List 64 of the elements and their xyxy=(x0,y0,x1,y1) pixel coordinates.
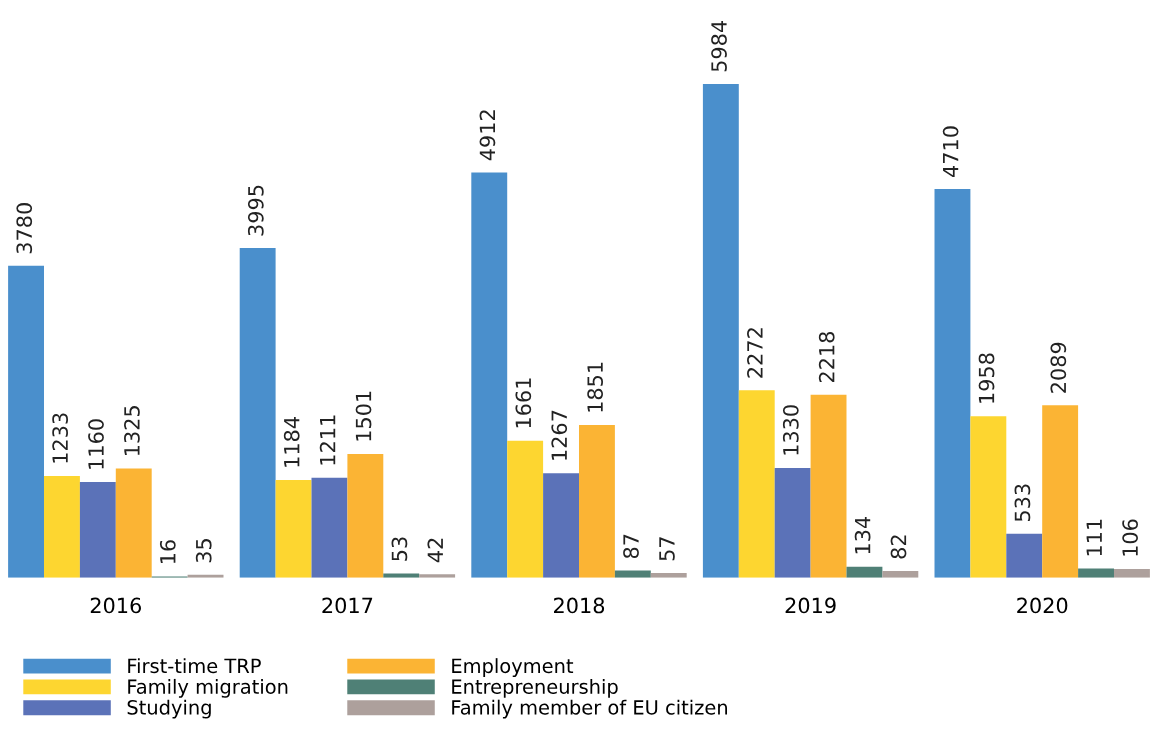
data-label: 2218 xyxy=(818,332,835,383)
data-label: 3995 xyxy=(247,185,264,236)
bar xyxy=(239,248,276,578)
legend-label: Studying xyxy=(127,699,211,719)
data-label: 1501 xyxy=(355,391,372,441)
bar xyxy=(579,425,615,578)
data-label: 3780 xyxy=(16,203,33,254)
data-label: 4912 xyxy=(479,110,496,161)
data-label: 1851 xyxy=(587,362,603,412)
bar xyxy=(471,172,508,578)
data-label: 1233 xyxy=(52,413,68,463)
data-label: 16 xyxy=(159,540,176,564)
x-tick-label: 2017 xyxy=(322,597,373,614)
data-label: 2089 xyxy=(1050,342,1067,393)
bar xyxy=(702,83,739,578)
bar xyxy=(383,573,420,578)
legend-label: Family migration xyxy=(128,678,288,698)
data-label: 2272 xyxy=(747,328,763,378)
legend-label: Employment xyxy=(452,658,574,677)
bar xyxy=(1006,533,1043,578)
data-label: 4710 xyxy=(942,126,959,177)
x-tick-label: 2016 xyxy=(90,597,141,614)
bar xyxy=(311,477,348,578)
data-label: 1325 xyxy=(124,406,140,456)
legend-label: First-time TRP xyxy=(128,658,261,674)
data-label: 57 xyxy=(659,537,675,561)
data-label: 106 xyxy=(1122,519,1138,556)
data-label: 1958 xyxy=(978,353,995,403)
bar xyxy=(543,473,579,578)
bar xyxy=(79,482,116,578)
bar xyxy=(507,440,544,578)
x-tick-label: 2019 xyxy=(785,597,836,614)
data-label: 1330 xyxy=(782,405,799,455)
x-tick-label: 2018 xyxy=(554,597,605,614)
x-tick-label: 2020 xyxy=(1017,597,1068,614)
data-label: 134 xyxy=(854,516,871,554)
data-label: 42 xyxy=(427,538,443,563)
bar xyxy=(970,416,1007,578)
data-label: 53 xyxy=(391,537,408,561)
data-label: 1160 xyxy=(88,419,104,469)
bar xyxy=(846,566,883,578)
data-label: 1267 xyxy=(551,410,568,460)
data-label: 1184 xyxy=(283,417,300,467)
bar xyxy=(275,480,312,578)
bar xyxy=(44,476,80,578)
legend-label: Family member of EU citizen xyxy=(452,699,727,719)
bar xyxy=(934,189,971,578)
bar xyxy=(774,468,811,578)
data-label: 1661 xyxy=(515,378,532,428)
data-label: 5984 xyxy=(711,20,727,72)
bar xyxy=(8,265,44,578)
bar xyxy=(347,453,384,578)
bar xyxy=(810,394,847,578)
bar xyxy=(1114,569,1150,578)
data-label: 82 xyxy=(890,535,907,559)
bar xyxy=(738,390,775,578)
bar xyxy=(1042,405,1079,578)
bar xyxy=(115,468,152,578)
legend-label: Entrepreneurship xyxy=(452,678,618,698)
data-label: 533 xyxy=(1014,484,1031,522)
data-label: 87 xyxy=(623,534,639,559)
data-label: 1211 xyxy=(319,415,336,465)
data-label: 111 xyxy=(1086,519,1102,556)
data-label: 35 xyxy=(195,539,212,563)
